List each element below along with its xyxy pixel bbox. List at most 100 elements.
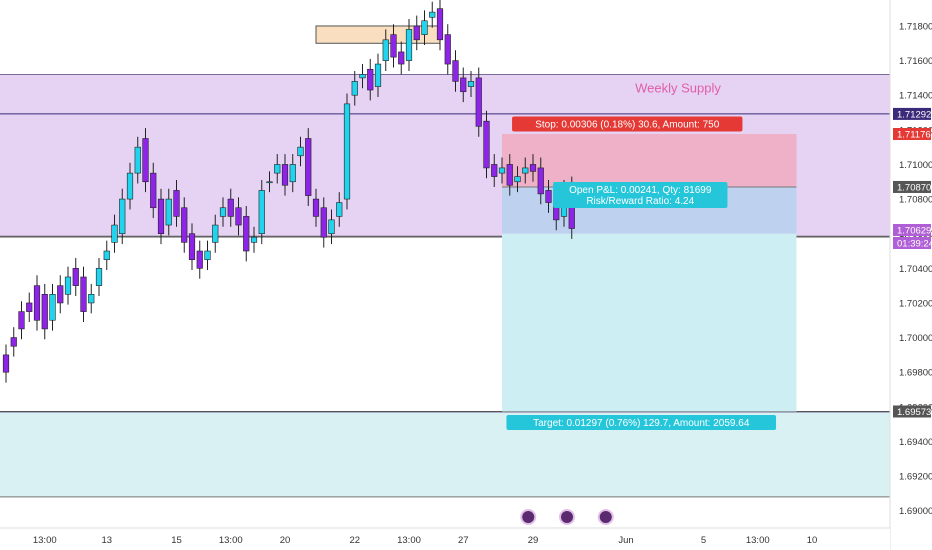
candle-body-47 — [367, 68, 374, 91]
y-tick-0: 1.71800 — [899, 21, 932, 32]
candle-body-64 — [498, 167, 506, 174]
zone-label: Weekly Supply — [635, 80, 721, 95]
axis-price-label-3 — [893, 237, 931, 249]
candle-body-20 — [157, 198, 165, 235]
stop-zone — [502, 133, 797, 187]
event-icon-0 — [520, 509, 537, 525]
candle-body-29 — [227, 198, 234, 217]
candle-body-42 — [328, 219, 335, 235]
y-tick-9: 1.70000 — [899, 333, 932, 344]
candle-body-1 — [10, 337, 17, 347]
candle-body-51 — [398, 51, 405, 65]
y-tick-1: 1.71600 — [899, 56, 932, 67]
candle-body-35 — [274, 164, 281, 174]
axis-price-label-text-2: 1.70629 — [897, 226, 931, 237]
price-axis-panel — [890, 0, 932, 550]
candle-body-19 — [150, 172, 157, 209]
axis-line-label-0 — [893, 107, 931, 120]
candle-body-24 — [188, 233, 196, 260]
candle-body-21 — [165, 198, 172, 226]
axis-line-label-text-2: 1.69573 — [897, 407, 931, 418]
x-tick-1: 13 — [101, 535, 112, 546]
supply-highlight-box — [315, 25, 441, 44]
candle-body-8 — [64, 276, 72, 295]
candle-body-66 — [514, 176, 521, 183]
candle-body-26 — [204, 250, 211, 260]
x-tick-10: 5 — [701, 535, 706, 546]
x-tick-11: 13:00 — [746, 535, 770, 546]
y-tick-2: 1.71400 — [899, 91, 932, 102]
candle-body-2 — [18, 311, 25, 330]
candle-body-17 — [134, 146, 141, 174]
x-tick-2: 15 — [171, 535, 182, 546]
candle-body-28 — [219, 207, 227, 217]
axis-line-label-text-0: 1.71292 — [897, 109, 931, 120]
candle-body-9 — [72, 268, 79, 286]
candle-body-18 — [142, 138, 149, 183]
candle-body-34 — [266, 181, 273, 184]
axis-price-label-text-3: 01:39:24 — [897, 239, 932, 250]
candle-body-31 — [243, 216, 250, 252]
pnl-label-line-1: Risk/Reward Ratio: 4.24 — [586, 196, 694, 207]
y-tick-4: 1.71000 — [899, 160, 932, 171]
axis-price-label-1 — [893, 180, 931, 193]
time-axis-panel — [0, 528, 890, 550]
axis-price-label-0 — [893, 127, 931, 140]
candle-body-63 — [491, 164, 498, 177]
candle-body-27 — [212, 224, 219, 243]
x-tick-3: 13:00 — [219, 535, 243, 546]
candle-body-23 — [181, 207, 188, 243]
candle-body-59 — [460, 77, 467, 93]
candle-body-32 — [250, 236, 258, 243]
candle-body-55 — [429, 11, 436, 18]
candle-body-60 — [467, 81, 475, 87]
axis-price-label-text-0: 1.71176 — [897, 129, 931, 140]
candle-body-56 — [436, 8, 444, 41]
candle-body-36 — [281, 164, 289, 186]
stop-label-bg — [512, 116, 743, 132]
candle-body-58 — [452, 60, 459, 82]
candle-body-46 — [359, 74, 366, 79]
candle-body-57 — [444, 34, 451, 65]
x-tick-12: 10 — [807, 535, 818, 546]
candle-body-67 — [522, 167, 529, 174]
candle-body-38 — [297, 146, 304, 157]
candle-body-33 — [258, 190, 265, 235]
candle-body-10 — [80, 276, 87, 312]
x-tick-4: 20 — [280, 535, 291, 546]
axis-price-label-text-1: 1.70870 — [897, 182, 931, 193]
candle-body-7 — [57, 285, 64, 304]
target-label-bg — [506, 414, 777, 430]
candle-body-49 — [382, 39, 389, 61]
candle-body-16 — [126, 172, 134, 200]
candle-body-45 — [351, 81, 358, 96]
candle-body-53 — [413, 25, 420, 41]
candle-body-43 — [336, 202, 343, 217]
x-tick-8: 29 — [528, 535, 539, 546]
candle-body-13 — [103, 250, 110, 260]
candle-body-62 — [483, 120, 490, 169]
candle-body-39 — [305, 138, 312, 196]
y-tick-5: 1.70800 — [899, 195, 932, 206]
axis-price-label-2 — [893, 224, 931, 236]
y-tick-14: 1.69000 — [899, 506, 932, 517]
candle-body-30 — [235, 207, 242, 226]
candle-body-40 — [312, 198, 320, 217]
pnl-label-line-0: Open P&L: 0.00241, Qty: 81699 — [569, 185, 712, 196]
candle-body-4 — [33, 285, 41, 321]
candle-body-69 — [537, 167, 544, 195]
candle-body-3 — [26, 302, 33, 312]
stop-label-line-0: Stop: 0.00306 (0.18%) 30.6, Amount: 750 — [535, 119, 719, 130]
axis-line-label-2 — [893, 405, 931, 418]
x-tick-5: 22 — [349, 535, 360, 546]
candle-body-50 — [390, 34, 397, 58]
candle-body-52 — [405, 29, 413, 61]
candle-body-48 — [374, 63, 382, 87]
y-tick-7: 1.70400 — [899, 264, 932, 275]
event-icon-1 — [559, 509, 575, 525]
x-tick-7: 27 — [458, 535, 469, 546]
candle-body-68 — [529, 164, 537, 172]
candle-body-15 — [119, 198, 126, 235]
event-icon-2 — [597, 509, 614, 525]
